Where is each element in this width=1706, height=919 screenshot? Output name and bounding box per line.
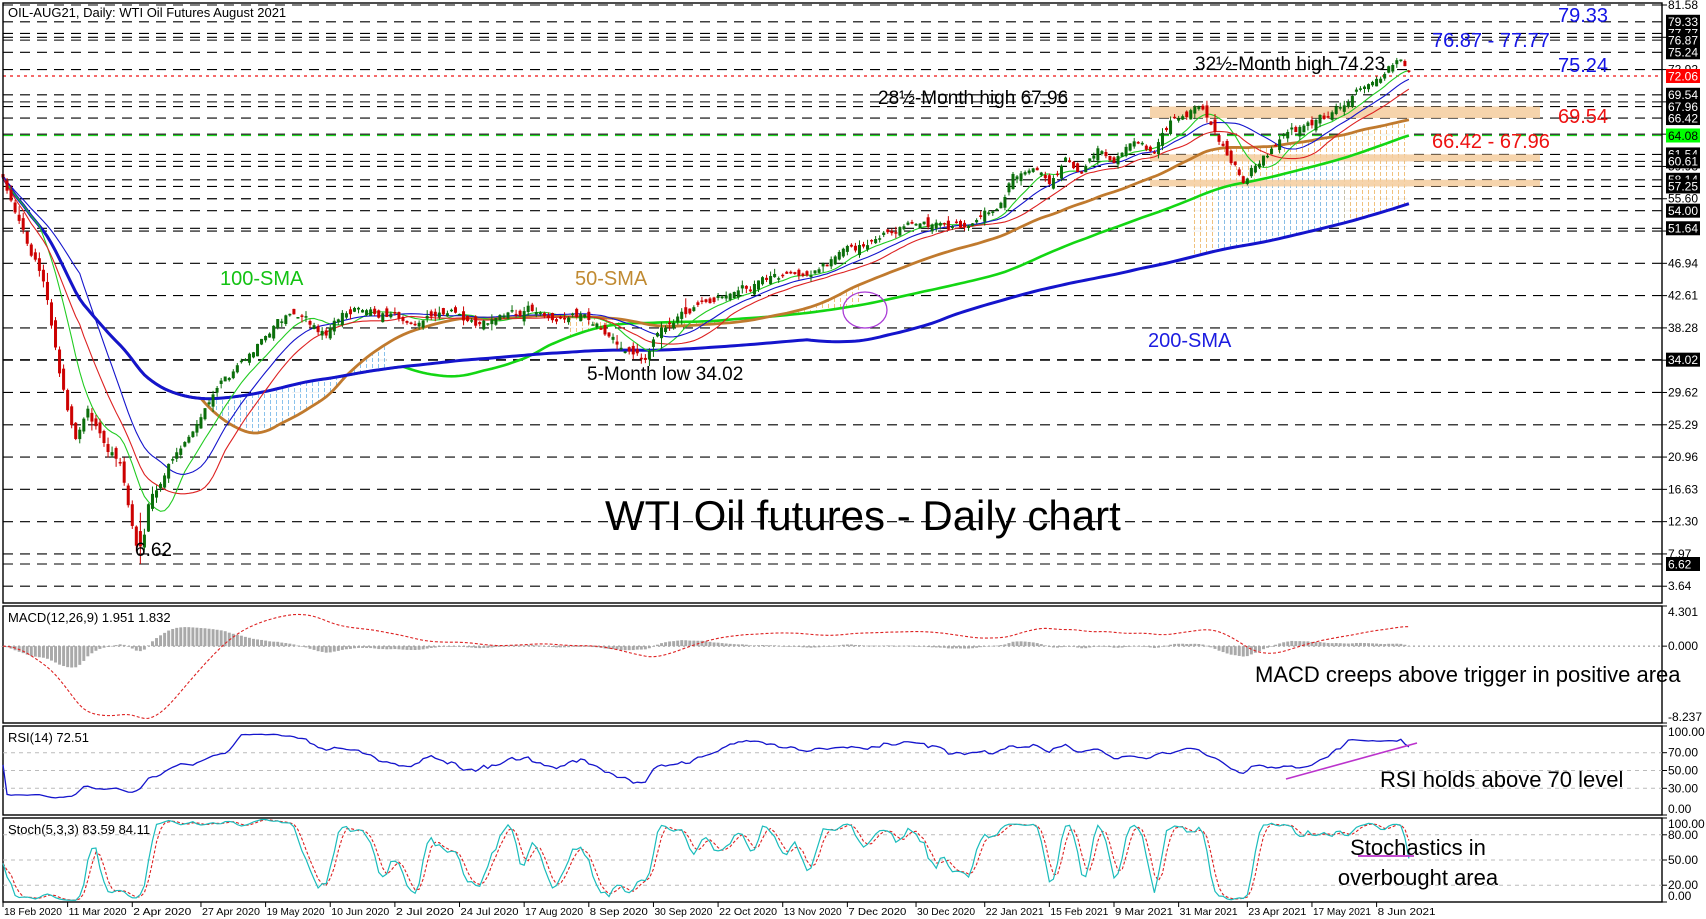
svg-text:OIL-AUG21, Daily: WTI Oil Fut: OIL-AUG21, Daily: WTI Oil Futures August…: [8, 5, 286, 20]
svg-text:12.30: 12.30: [1668, 515, 1698, 529]
svg-text:54.00: 54.00: [1668, 204, 1698, 218]
svg-text:23 Apr 2021: 23 Apr 2021: [1248, 907, 1306, 918]
svg-text:0.000: 0.000: [1668, 639, 1698, 653]
svg-text:6.62: 6.62: [135, 540, 172, 561]
svg-text:79.33: 79.33: [1558, 5, 1608, 27]
svg-text:30 Dec 2020: 30 Dec 2020: [917, 907, 975, 918]
svg-text:29.62: 29.62: [1668, 385, 1698, 399]
svg-text:4.301: 4.301: [1668, 605, 1698, 619]
svg-text:18 Feb 2020: 18 Feb 2020: [4, 907, 62, 918]
svg-text:46.94: 46.94: [1668, 256, 1698, 270]
svg-text:0.00: 0.00: [1668, 889, 1692, 903]
svg-text:38.28: 38.28: [1668, 321, 1698, 335]
svg-text:75.24: 75.24: [1558, 55, 1608, 77]
svg-text:24 Jul 2020: 24 Jul 2020: [461, 907, 519, 918]
svg-text:8 Sep 2020: 8 Sep 2020: [590, 907, 648, 918]
svg-text:42.61: 42.61: [1668, 289, 1698, 303]
svg-text:5-Month low 34.02: 5-Month low 34.02: [587, 364, 743, 385]
svg-text:MACD(12,26,9) 1.951 1.832: MACD(12,26,9) 1.951 1.832: [8, 610, 171, 625]
svg-text:7 Dec 2020: 7 Dec 2020: [848, 907, 906, 918]
svg-text:75.24: 75.24: [1668, 46, 1698, 60]
svg-text:Stochastics in: Stochastics in: [1350, 835, 1486, 860]
svg-text:50.00: 50.00: [1668, 853, 1698, 867]
svg-text:16.63: 16.63: [1668, 482, 1698, 496]
svg-text:100-SMA: 100-SMA: [220, 268, 304, 290]
svg-text:50.00: 50.00: [1668, 764, 1698, 778]
svg-text:70.00: 70.00: [1668, 746, 1698, 760]
svg-text:3.64: 3.64: [1668, 579, 1692, 593]
svg-text:81.58: 81.58: [1668, 0, 1698, 12]
svg-text:69.54: 69.54: [1558, 106, 1608, 128]
svg-text:72.06: 72.06: [1668, 69, 1698, 83]
svg-text:22 Jan 2021: 22 Jan 2021: [986, 907, 1044, 918]
svg-text:66.42: 66.42: [1668, 111, 1698, 125]
svg-text:51.64: 51.64: [1668, 222, 1698, 236]
svg-text:64.08: 64.08: [1668, 129, 1698, 143]
svg-text:15 Feb 2021: 15 Feb 2021: [1050, 907, 1108, 918]
svg-text:32½-Month high 74.23: 32½-Month high 74.23: [1195, 54, 1385, 75]
svg-text:66.42 - 67.96: 66.42 - 67.96: [1432, 131, 1550, 153]
svg-text:60.61: 60.61: [1668, 155, 1698, 169]
svg-text:80.00: 80.00: [1668, 828, 1698, 842]
svg-text:28½-Month high 67.96: 28½-Month high 67.96: [878, 88, 1068, 109]
svg-text:overbought area: overbought area: [1338, 865, 1499, 890]
svg-text:10 Jun 2020: 10 Jun 2020: [331, 907, 389, 918]
svg-text:MACD creeps above trigger in p: MACD creeps above trigger in positive ar…: [1255, 662, 1681, 687]
svg-text:100.00: 100.00: [1668, 725, 1705, 739]
svg-text:0.00: 0.00: [1668, 802, 1692, 816]
svg-text:30 Sep 2020: 30 Sep 2020: [654, 907, 712, 918]
svg-text:34.02: 34.02: [1668, 353, 1698, 367]
svg-text:22 Oct 2020: 22 Oct 2020: [719, 907, 777, 918]
svg-text:11 Mar 2020: 11 Mar 2020: [69, 907, 127, 918]
svg-text:17 Aug 2020: 17 Aug 2020: [525, 907, 583, 918]
svg-text:13 Nov 2020: 13 Nov 2020: [784, 907, 842, 918]
svg-text:17 May 2021: 17 May 2021: [1313, 907, 1371, 918]
svg-text:2 Apr 2020: 2 Apr 2020: [133, 907, 191, 918]
svg-text:31 Mar 2021: 31 Mar 2021: [1180, 907, 1238, 918]
svg-text:30.00: 30.00: [1668, 781, 1698, 795]
svg-text:57.25: 57.25: [1668, 180, 1698, 194]
svg-text:50-SMA: 50-SMA: [575, 268, 648, 290]
svg-text:9 Mar 2021: 9 Mar 2021: [1115, 907, 1173, 918]
svg-text:8 Jun 2021: 8 Jun 2021: [1378, 907, 1436, 918]
svg-text:WTI Oil futures - Daily chart: WTI Oil futures - Daily chart: [605, 492, 1121, 539]
svg-text:RSI holds above 70 level: RSI holds above 70 level: [1380, 767, 1623, 792]
svg-text:RSI(14) 72.51: RSI(14) 72.51: [8, 730, 89, 745]
svg-text:200-SMA: 200-SMA: [1148, 330, 1232, 352]
svg-text:25.29: 25.29: [1668, 418, 1698, 432]
svg-text:-8.237: -8.237: [1668, 710, 1702, 724]
svg-text:76.87 - 77.77: 76.87 - 77.77: [1432, 30, 1550, 52]
svg-text:27 Apr 2020: 27 Apr 2020: [202, 907, 260, 918]
svg-text:19 May 2020: 19 May 2020: [267, 907, 325, 918]
svg-text:20.96: 20.96: [1668, 450, 1698, 464]
svg-text:6.62: 6.62: [1668, 557, 1692, 571]
svg-text:2 Jul 2020: 2 Jul 2020: [396, 907, 454, 918]
